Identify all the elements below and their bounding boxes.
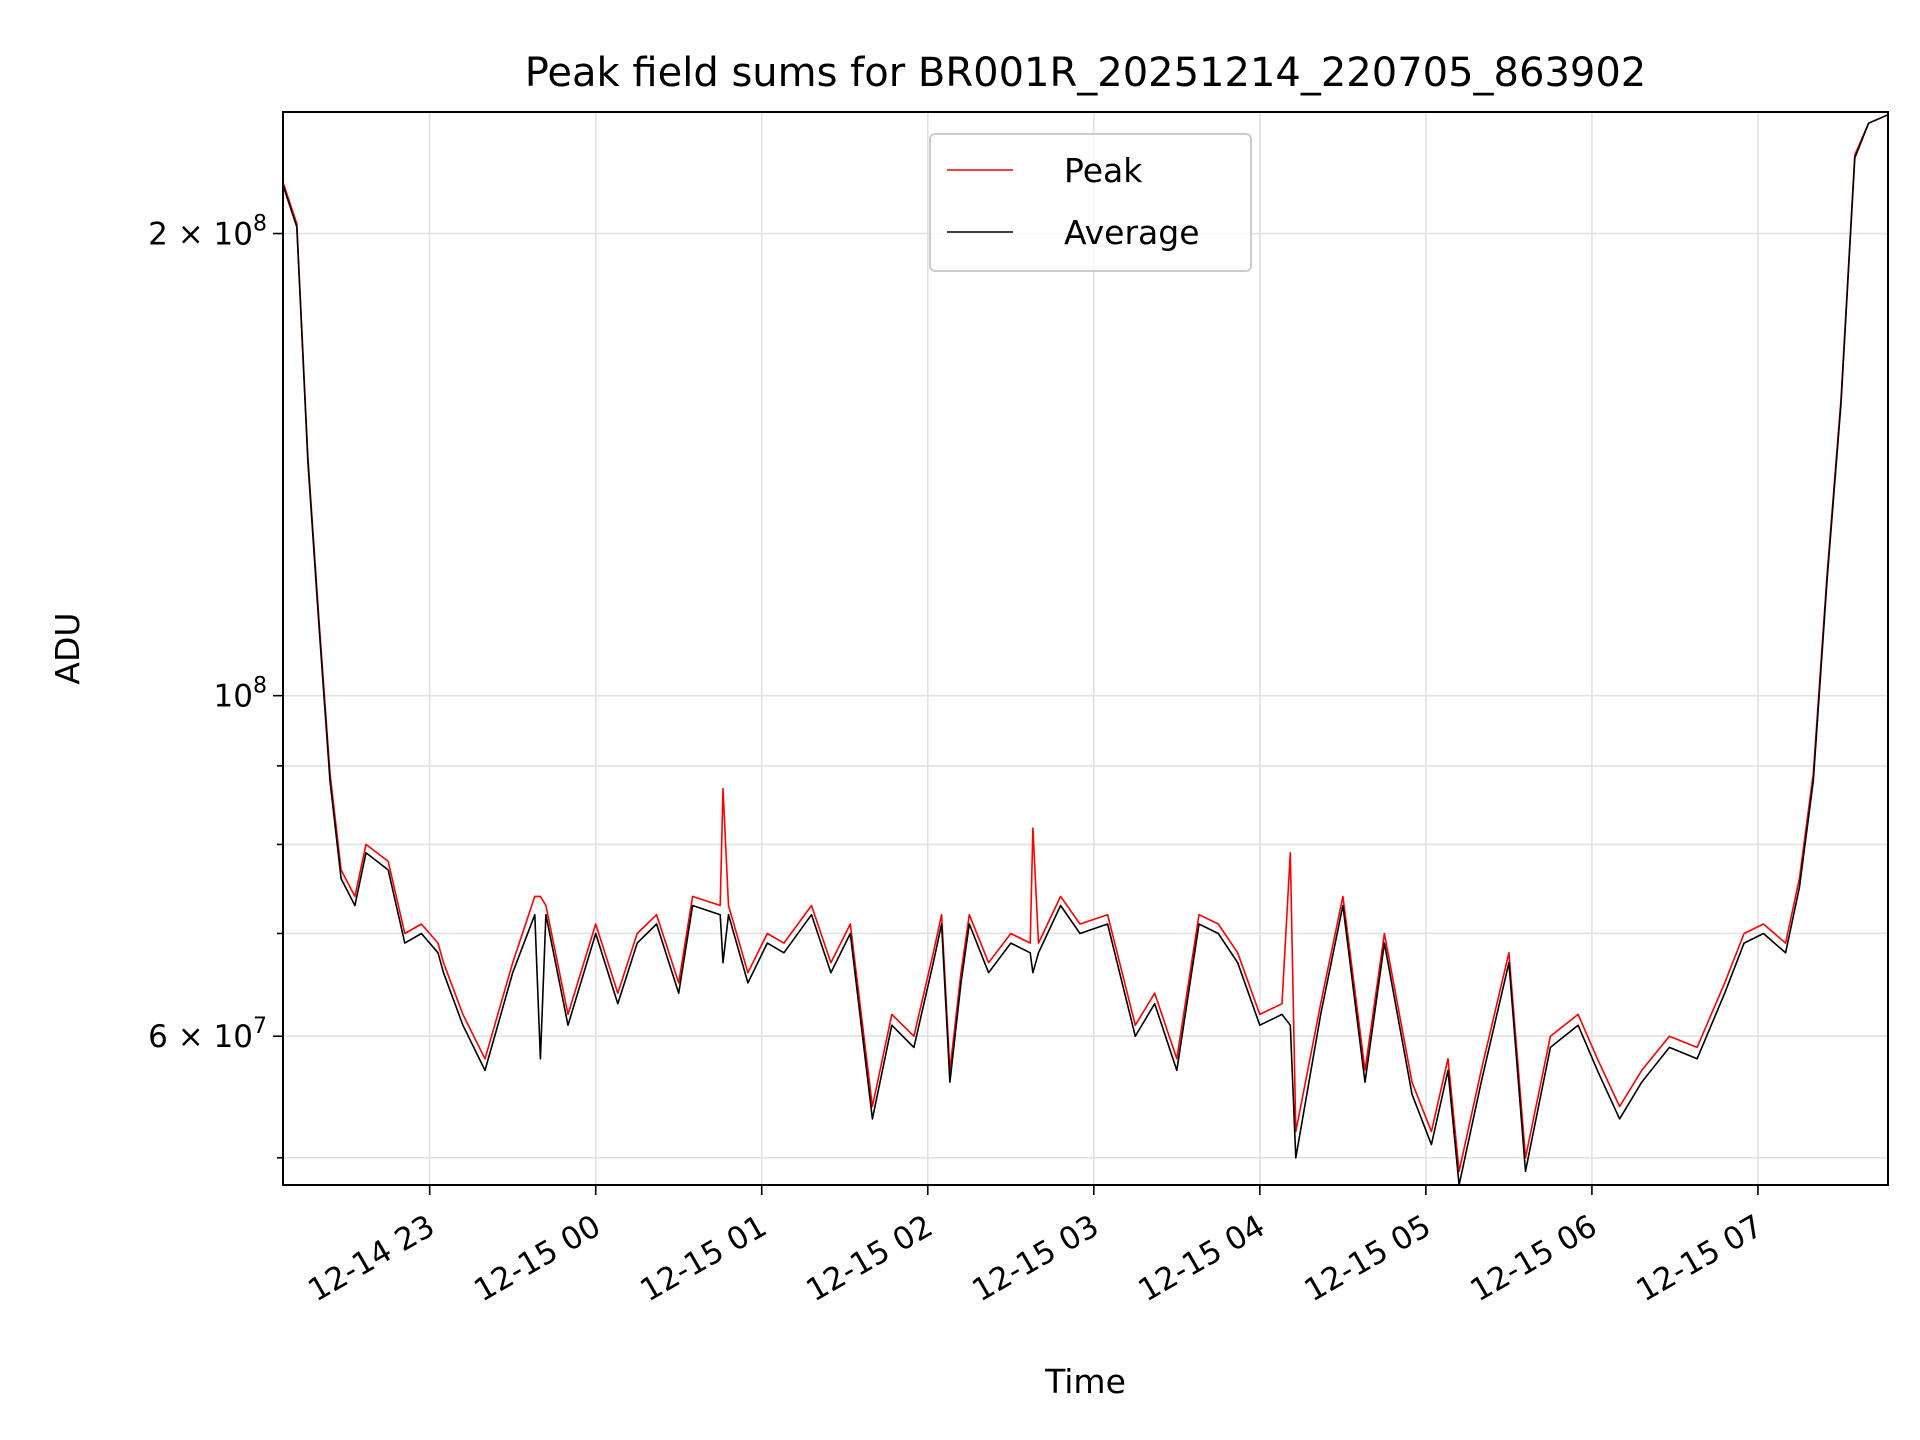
y-axis-label: ADU <box>48 612 87 684</box>
legend: Peak Average <box>929 133 1252 272</box>
series-lines <box>282 114 1889 1186</box>
series-line-peak <box>282 114 1889 1173</box>
legend-label-peak: Peak <box>1064 151 1143 190</box>
grid <box>283 112 1888 1185</box>
chart-title: Peak field sums for BR001R_20251214_2207… <box>525 50 1647 96</box>
plot-frame <box>282 111 1889 1186</box>
x-axis-label: Time <box>1044 1362 1126 1401</box>
series-line-average <box>282 114 1889 1186</box>
y-tick-label: 6 × 107 <box>148 1014 267 1055</box>
y-tick-label: 2 × 108 <box>148 212 267 253</box>
legend-box <box>929 133 1252 272</box>
legend-label-average: Average <box>1064 213 1200 252</box>
